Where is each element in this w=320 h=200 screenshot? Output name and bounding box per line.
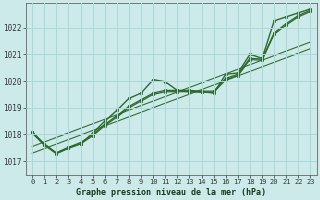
X-axis label: Graphe pression niveau de la mer (hPa): Graphe pression niveau de la mer (hPa) (76, 188, 266, 197)
